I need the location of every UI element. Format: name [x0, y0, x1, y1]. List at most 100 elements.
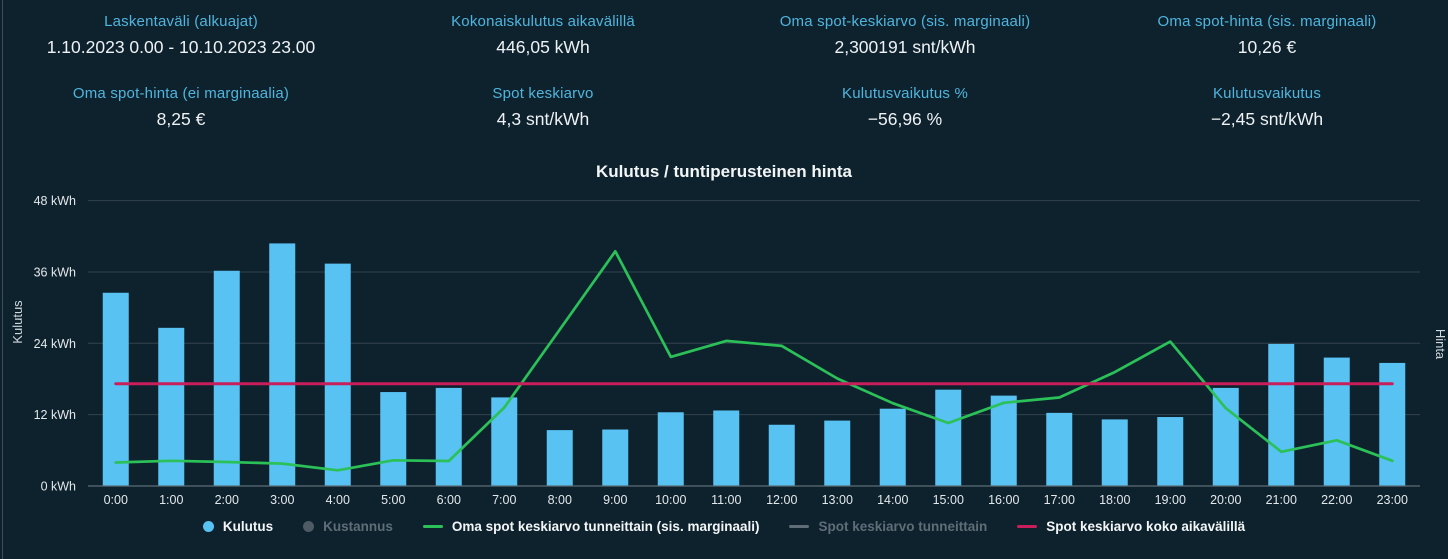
x-axis-tick-label: 18:00 [1099, 493, 1130, 507]
bar-kulutus[interactable] [102, 292, 129, 486]
stat-value: 1.10.2023 0.00 - 10.10.2023 23.00 [46, 37, 316, 57]
x-axis-tick-label: 9:00 [603, 493, 627, 507]
bar-kulutus[interactable] [1323, 357, 1350, 486]
bar-kulutus[interactable] [491, 397, 518, 486]
bar-kulutus[interactable] [768, 424, 795, 486]
y-axis-tick-label: 12 kWh [34, 408, 76, 422]
chart-title: Kulutus / tuntiperusteinen hinta [596, 162, 852, 181]
line-oma-spot-keskiarvo[interactable] [114, 249, 1394, 472]
stat-oma-spot-keskiarvo: Oma spot-keskiarvo (sis. marginaali) 2,3… [724, 13, 1086, 58]
stat-label: Kulutusvaikutus % [842, 85, 968, 102]
bar-kulutus[interactable] [1379, 362, 1406, 486]
x-axis-tick-label: 10:00 [655, 493, 686, 507]
x-axis-tick-label: 12:00 [766, 493, 797, 507]
line-marker-icon [789, 525, 810, 528]
stat-label: Oma spot-hinta (ei marginaalia) [72, 85, 290, 102]
stat-value: 10,26 € [1237, 37, 1297, 57]
x-axis-tick-label: 4:00 [326, 493, 350, 507]
legend-label: Spot keskiarvo koko aikavälillä [1046, 519, 1246, 534]
stats-grid: Laskentaväli (alkuajat) 1.10.2023 0.00 -… [0, 13, 1448, 130]
stat-oma-spot-hinta-sis-marginaali: Oma spot-hinta (sis. marginaali) 10,26 € [1086, 13, 1448, 58]
right-axis-title: Hinta [1433, 329, 1448, 360]
x-axis-tick-label: 15:00 [933, 493, 964, 507]
stat-spot-keskiarvo: Spot keskiarvo 4,3 snt/kWh [362, 85, 724, 130]
stat-kulutusvaikutus: Kulutusvaikutus −2,45 snt/kWh [1086, 85, 1448, 130]
bar-kulutus[interactable] [824, 420, 851, 486]
stat-label: Spot keskiarvo [492, 85, 594, 102]
x-axis-tick-label: 3:00 [270, 493, 294, 507]
legend-item-kulutus[interactable]: Kulutus [202, 519, 274, 534]
left-axis-title: Kulutus [10, 300, 25, 344]
stat-label: Oma spot-hinta (sis. marginaali) [1157, 13, 1377, 30]
legend-item-spot-keskiarvo-tunneittain[interactable]: Spot keskiarvo tunneittain [789, 519, 987, 534]
panel-left-border [2, 0, 3, 559]
bar-kulutus[interactable] [935, 389, 962, 486]
stat-value: −56,96 % [867, 109, 943, 129]
stat-value: −2,45 snt/kWh [1210, 109, 1324, 129]
x-axis-tick-label: 5:00 [381, 493, 405, 507]
stat-kulutusvaikutus-prosentti: Kulutusvaikutus % −56,96 % [724, 85, 1086, 130]
circle-marker-icon [303, 521, 315, 532]
x-axis-tick-label: 23:00 [1377, 493, 1408, 507]
stat-value: 4,3 snt/kWh [496, 109, 590, 129]
bar-kulutus[interactable] [1157, 417, 1184, 486]
x-axis-tick-label: 14:00 [877, 493, 908, 507]
stat-value: 2,300191 snt/kWh [834, 37, 976, 57]
bar-kulutus[interactable] [324, 263, 351, 486]
x-axis-tick-label: 22:00 [1321, 493, 1352, 507]
x-axis-tick-label: 8:00 [548, 493, 572, 507]
bar-kulutus[interactable] [435, 387, 462, 486]
legend-item-kustannus[interactable]: Kustannus [303, 519, 393, 534]
x-axis-tick-label: 11:00 [711, 493, 741, 507]
bar-kulutus[interactable] [657, 412, 684, 486]
bar-kulutus[interactable] [269, 243, 296, 486]
x-axis-tick-label: 2:00 [215, 493, 239, 507]
bar-kulutus[interactable] [713, 410, 740, 486]
bar-kulutus[interactable] [380, 392, 407, 486]
x-axis-tick-label: 0:00 [104, 493, 128, 507]
bar-kulutus[interactable] [1046, 412, 1073, 486]
x-axis-tick-label: 6:00 [437, 493, 461, 507]
stat-value: 446,05 kWh [496, 37, 590, 57]
legend-label: Kulutus [222, 519, 274, 534]
y-axis-tick-label: 24 kWh [34, 337, 76, 351]
legend-label: Kustannus [323, 519, 393, 534]
bar-kulutus[interactable] [1268, 343, 1295, 486]
stat-laskentavali: Laskentaväli (alkuajat) 1.10.2023 0.00 -… [0, 13, 362, 58]
legend-item-spot-keskiarvo-koko-aikav-lill[interactable]: Spot keskiarvo koko aikavälillä [1017, 519, 1245, 534]
x-axis-tick-label: 21:00 [1266, 493, 1297, 507]
stat-kokonaiskulutus: Kokonaiskulutus aikavälillä 446,05 kWh [362, 13, 724, 58]
chart-legend: Kulutus Kustannus Oma spot keskiarvo tunne… [0, 519, 1448, 534]
bar-kulutus[interactable] [879, 408, 906, 486]
bar-kulutus[interactable] [602, 429, 629, 486]
stat-label: Kokonaiskulutus aikavälillä [451, 13, 635, 30]
legend-item-oma-spot-keskiarvo-tunneittain-sis-marginaali[interactable]: Oma spot keskiarvo tunneittain (sis. mar… [422, 519, 760, 534]
y-axis-tick-label: 48 kWh [34, 194, 76, 208]
y-axis-tick-label: 36 kWh [34, 265, 76, 279]
legend-label: Spot keskiarvo tunneittain [818, 519, 988, 534]
x-axis-tick-label: 17:00 [1044, 493, 1075, 507]
x-axis-tick-label: 13:00 [822, 493, 853, 507]
line-marker-icon [1017, 525, 1038, 528]
stat-label: Laskentaväli (alkuajat) [104, 13, 258, 30]
bar-kulutus[interactable] [546, 430, 573, 486]
x-axis-tick-label: 16:00 [988, 493, 1019, 507]
circle-marker-icon [202, 521, 214, 532]
x-axis-tick-label: 7:00 [492, 493, 516, 507]
stat-value: 8,25 € [156, 109, 206, 129]
legend-label: Oma spot keskiarvo tunneittain (sis. mar… [451, 519, 760, 534]
y-axis-tick-label: 0 kWh [41, 480, 76, 494]
bar-kulutus[interactable] [1101, 419, 1128, 486]
stat-label: Kulutusvaikutus [1212, 85, 1322, 102]
line-marker-icon [422, 525, 443, 528]
stat-oma-spot-hinta-ei-marginaalia: Oma spot-hinta (ei marginaalia) 8,25 € [0, 85, 362, 130]
x-axis-tick-label: 20:00 [1210, 493, 1241, 507]
x-axis-tick-label: 1:00 [159, 493, 183, 507]
bar-kulutus[interactable] [1212, 387, 1239, 486]
stat-label: Oma spot-keskiarvo (sis. marginaali) [779, 13, 1031, 30]
bar-kulutus[interactable] [213, 270, 240, 486]
bar-kulutus[interactable] [990, 395, 1017, 486]
x-axis-tick-label: 19:00 [1155, 493, 1186, 507]
